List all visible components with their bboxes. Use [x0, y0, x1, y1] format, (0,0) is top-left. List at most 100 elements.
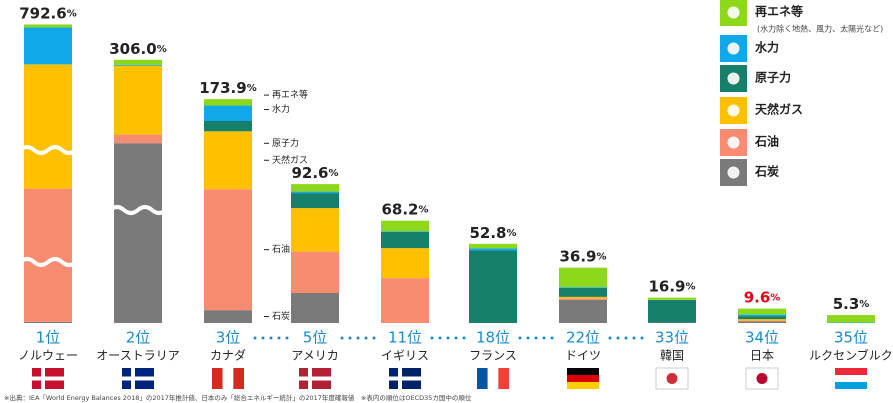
flag-part [233, 368, 244, 389]
total-unit: % [67, 8, 77, 19]
total-value: 52.8 [469, 223, 506, 241]
bar-segment [381, 278, 429, 323]
rank-label: 3位 [216, 329, 241, 347]
bar-segment [24, 321, 72, 323]
bar-segment [738, 316, 786, 320]
rank-label: 2位 [126, 329, 151, 347]
x-tick-label: ルクセンブルク [809, 348, 893, 363]
legend-icon [727, 72, 740, 85]
bar-segment [204, 189, 252, 311]
bar-segment [469, 250, 517, 323]
bar-segment [204, 120, 252, 132]
bar-segment [24, 24, 72, 28]
flag-part [487, 368, 499, 389]
legend-label: 石炭 [754, 164, 779, 179]
bar-segment [381, 220, 429, 232]
annotation: 石炭 [272, 311, 290, 322]
total-label: 92.6% [291, 164, 338, 182]
bar-segment [559, 267, 607, 288]
bar-segment [559, 287, 607, 297]
total-label: 68.2% [381, 200, 428, 218]
x-tick-label: アメリカ [291, 349, 338, 363]
bar-segment [204, 105, 252, 121]
total-unit: % [157, 44, 167, 55]
legend-icon [727, 166, 740, 179]
bar-segment [291, 293, 339, 323]
bar-segment [469, 243, 517, 249]
legend-icon [727, 42, 740, 55]
bar-segment [114, 143, 162, 323]
flag-part [567, 382, 599, 389]
flag-part [567, 375, 599, 382]
rank-label: 11位 [388, 329, 422, 347]
footnote: ※出典：IEA「World Energy Balances 2018」の2017… [4, 393, 472, 402]
bar-segment [114, 134, 162, 144]
bar-segment [24, 188, 72, 322]
flag-part [212, 368, 223, 389]
x-tick-label: オーストラリア [96, 349, 179, 363]
annotation: 水力 [272, 103, 290, 115]
total-label: 173.9% [199, 79, 256, 97]
legend-icon [727, 104, 740, 117]
bar-segment [204, 99, 252, 106]
total-value: 92.6 [291, 164, 328, 182]
annotation: 再エネ等 [272, 89, 308, 101]
legend-label: 天然ガス [755, 102, 803, 117]
bar-segment [381, 231, 429, 249]
total-value: 36.9 [559, 247, 596, 265]
bar-segment [559, 287, 607, 288]
flag-part [222, 368, 234, 389]
bar-segment [738, 320, 786, 322]
annotation: 原子力 [272, 137, 299, 149]
annotation: 天然ガス [272, 154, 308, 166]
total-unit: % [506, 228, 516, 239]
bar-segment [291, 191, 339, 194]
legend-label: 再エネ等 [755, 4, 803, 19]
bar-segment [469, 248, 517, 251]
rank-label: 18位 [476, 329, 510, 347]
x-tick-label: ドイツ [565, 349, 601, 363]
total-unit: % [328, 168, 338, 179]
bar-segment [24, 27, 72, 65]
total-label: 16.9% [648, 277, 695, 295]
flag-part [835, 375, 867, 382]
total-unit: % [685, 282, 695, 293]
bar-segment [559, 296, 607, 299]
total-label: 792.6% [19, 4, 76, 22]
total-label: 5.3% [833, 295, 870, 313]
x-tick-label: ノルウェー [18, 349, 78, 363]
legend-subtitle: (水力除く地熱、風力、太陽光など) [757, 24, 883, 34]
bar-segment [738, 321, 786, 323]
flag-part [498, 368, 509, 389]
legend-label: 石油 [754, 134, 779, 149]
bar-segment [648, 300, 696, 323]
total-value: 306.0 [109, 39, 156, 57]
bar-segment [827, 315, 875, 323]
bar-segment [204, 310, 252, 323]
flag-part [756, 373, 768, 384]
bar-segment [291, 184, 339, 192]
rank-label: 22位 [566, 329, 600, 347]
bar-segment [291, 193, 339, 209]
total-unit: % [770, 293, 780, 304]
bar-segment [291, 208, 339, 252]
total-unit: % [859, 299, 869, 310]
total-label: 52.8% [469, 223, 516, 241]
annotation: 石油 [272, 243, 290, 255]
x-tick-label: 日本 [750, 349, 774, 363]
flag-part [835, 368, 867, 375]
legend-label: 原子力 [755, 70, 791, 85]
bar-segment [738, 314, 786, 317]
bar-segment [559, 299, 607, 323]
bar-segment [291, 251, 339, 293]
rank-label: 1位 [36, 329, 61, 347]
bar-segment [648, 297, 696, 300]
bar-segment [24, 64, 72, 189]
total-unit: % [596, 252, 606, 263]
flag-part [477, 368, 488, 389]
bar-segment [204, 131, 252, 190]
total-label: 9.6% [744, 288, 781, 306]
total-value: 792.6 [19, 4, 66, 22]
flag-part [835, 382, 867, 389]
